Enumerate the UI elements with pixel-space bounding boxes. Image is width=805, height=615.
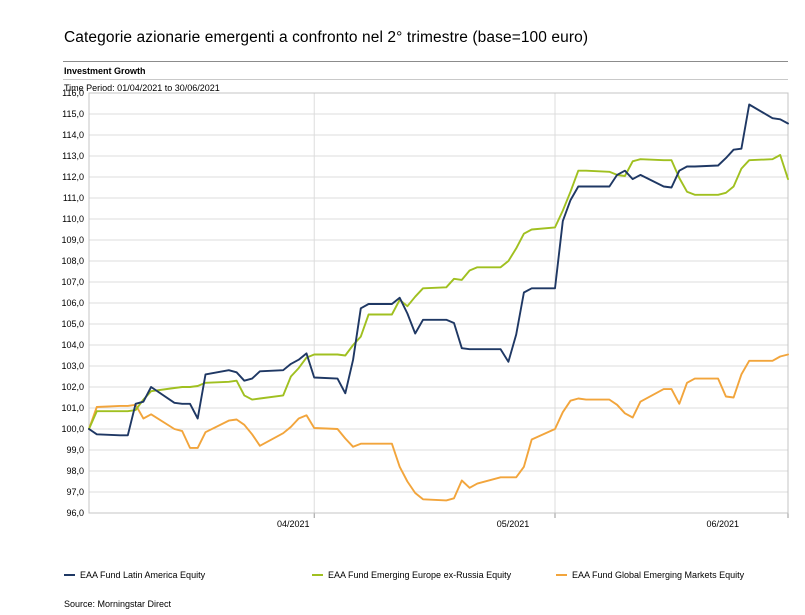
series-line-2 [88, 154, 789, 430]
legend-label: EAA Fund Latin America Equity [80, 570, 206, 580]
x-axis-tick-label: 06/2021 [706, 519, 739, 529]
x-axis-tick-label: 04/2021 [277, 519, 310, 529]
x-axis-tick-label: 05/2021 [497, 519, 530, 529]
chart-legend: EAA Fund Latin America Equity EAA Fund E… [0, 568, 805, 582]
y-axis-tick-label: 104,0 [61, 340, 84, 350]
source-label: Source: Morningstar Direct [64, 599, 172, 609]
subheader-divider [63, 79, 788, 80]
y-axis-tick-label: 105,0 [61, 319, 84, 329]
page-title: Categorie azionarie emergenti a confront… [64, 29, 589, 46]
y-axis-tick-label: 99,0 [66, 445, 84, 455]
chart-canvas: 116,0 115,0 114,0 113,0 112,0 111,0 110,0 109,0… [61, 88, 789, 529]
legend-swatch-global-em-icon [556, 574, 567, 576]
series-line-3 [88, 353, 789, 502]
y-axis-tick-label: 112,0 [62, 172, 84, 182]
y-axis-tick-label: 108,0 [61, 256, 84, 266]
y-axis-tick-label: 110,0 [62, 214, 84, 224]
y-axis-tick-label: 116,0 [62, 88, 84, 98]
y-axis-tick-label: 111,0 [63, 193, 84, 203]
y-axis-tick-label: 107,0 [61, 277, 84, 287]
y-axis-tick-label: 102,0 [61, 382, 84, 392]
section-label: Investment Growth [64, 66, 146, 76]
time-period-label: Time Period: 01/04/2021 to 30/06/2021 [64, 83, 220, 93]
y-axis-tick-label: 101,0 [61, 403, 84, 413]
y-axis-tick-label: 115,0 [62, 109, 84, 119]
legend-swatch-emerging-europe-icon [312, 574, 323, 576]
legend-label: EAA Fund Global Emerging Markets Equity [572, 570, 745, 580]
legend-item-latin-america: EAA Fund Latin America Equity [64, 568, 205, 582]
y-axis-tick-label: 97,0 [66, 487, 84, 497]
legend-item-emerging-europe: EAA Fund Emerging Europe ex-Russia Equit… [312, 568, 511, 582]
plot-border [88, 92, 789, 514]
y-axis-tick-label: 96,0 [66, 508, 84, 518]
investment-growth-chart: 116,0 115,0 114,0 113,0 112,0 111,0 110,0 109,0… [61, 88, 789, 529]
legend-item-global-em: EAA Fund Global Emerging Markets Equity [556, 568, 744, 582]
legend-swatch-latin-america-icon [64, 574, 75, 576]
legend-label: EAA Fund Emerging Europe ex-Russia Equit… [328, 570, 512, 580]
y-axis-tick-label: 100,0 [61, 424, 84, 434]
y-axis-tick-label: 113,0 [62, 151, 84, 161]
y-axis-tick-label: 106,0 [61, 298, 84, 308]
series-line-1 [88, 103, 789, 437]
y-axis-tick-label: 103,0 [61, 361, 84, 371]
y-axis-tick-label: 109,0 [61, 235, 84, 245]
y-axis-tick-label: 114,0 [62, 130, 84, 140]
y-axis-tick-label: 98,0 [66, 466, 84, 476]
header-divider [63, 61, 788, 62]
